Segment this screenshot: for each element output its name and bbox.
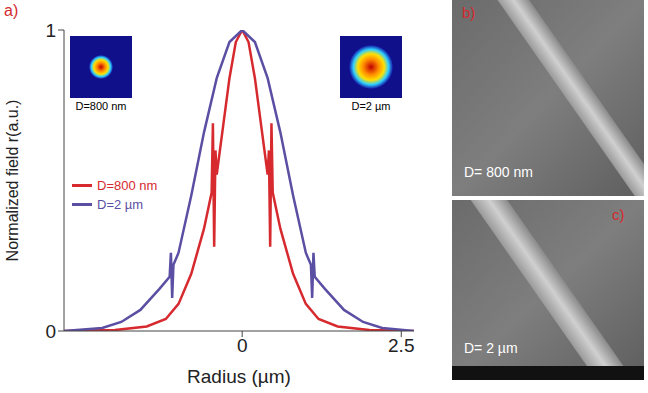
svg-text:2.5: 2.5 [388,335,414,356]
svg-text:0: 0 [45,321,56,342]
html-text:D=800 nm: D=800 nm [75,100,127,112]
svg-text:Normalized field r(a.u.): Normalized field r(a.u.) [4,100,21,262]
svg-text:Radius (µm): Radius (µm) [187,366,291,387]
html-text:b): b) [462,4,476,21]
html-text:D=2 µm: D=2 µm [97,197,144,212]
svg-text:1: 1 [45,20,56,41]
svg-text:0: 0 [237,335,248,356]
html-text:D=800 nm: D=800 nm [97,178,158,193]
html-text:a): a) [4,2,19,19]
html-text:c): c) [612,206,625,223]
html-text:D= 800 nm: D= 800 nm [464,164,533,180]
html-text:D= 2 µm: D= 2 µm [464,340,518,356]
html-text:D=2 µm: D=2 µm [351,100,391,112]
